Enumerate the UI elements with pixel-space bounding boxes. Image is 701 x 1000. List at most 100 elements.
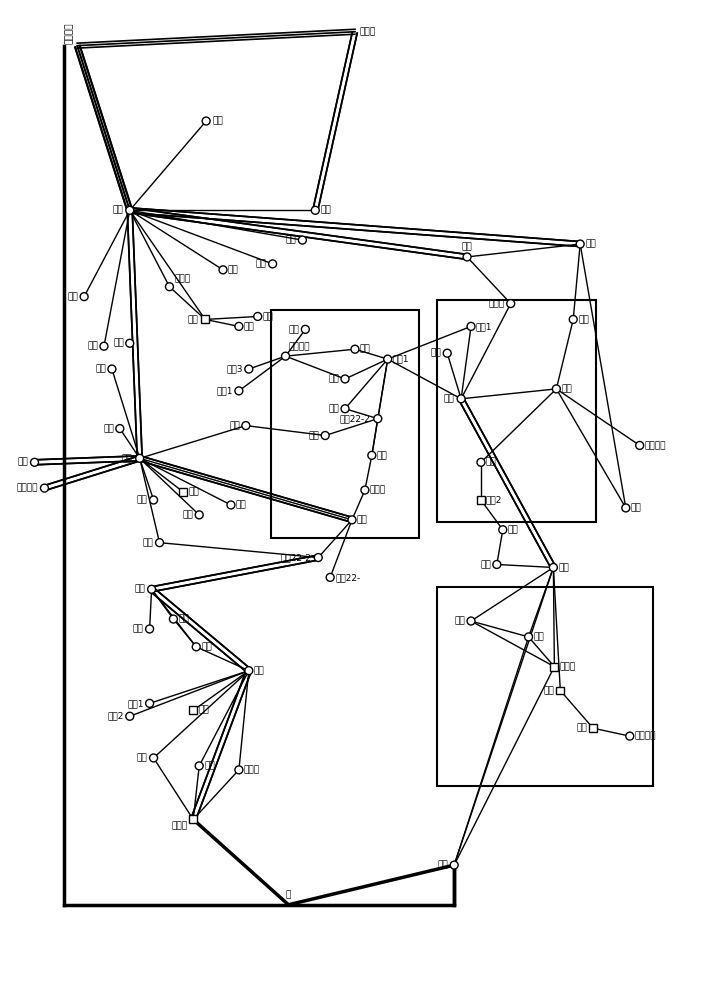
- Text: 郑州22-2: 郑州22-2: [340, 414, 371, 423]
- Text: 益庄: 益庄: [377, 451, 388, 460]
- Bar: [271, 310, 419, 538]
- Circle shape: [165, 283, 173, 291]
- Text: 远旅客: 远旅客: [370, 486, 386, 495]
- Text: 慈云: 慈云: [254, 666, 264, 675]
- Circle shape: [493, 561, 501, 568]
- Text: 泰祥: 泰祥: [189, 488, 199, 497]
- Text: 姜寨: 姜寨: [95, 365, 106, 374]
- Circle shape: [341, 375, 349, 383]
- Text: 殊阳电厂: 殊阳电厂: [17, 484, 39, 493]
- Circle shape: [368, 451, 376, 459]
- Text: 谢庄: 谢庄: [320, 206, 331, 215]
- Circle shape: [235, 766, 243, 774]
- Text: 马沟: 马沟: [256, 259, 266, 268]
- Text: 郑东牵: 郑东牵: [175, 275, 191, 284]
- Bar: [550, 663, 558, 671]
- Bar: [201, 315, 209, 323]
- Circle shape: [149, 754, 158, 762]
- Text: 平: 平: [286, 891, 291, 900]
- Text: 大鹏: 大鹏: [178, 615, 189, 624]
- Circle shape: [383, 355, 392, 363]
- Text: 人民1: 人民1: [217, 386, 233, 395]
- Bar: [557, 687, 564, 694]
- Circle shape: [146, 625, 154, 633]
- Text: 商鼎: 商鼎: [212, 117, 223, 126]
- Circle shape: [219, 266, 227, 274]
- Text: 嵩山22-2: 嵩山22-2: [280, 553, 311, 562]
- Circle shape: [202, 117, 210, 125]
- Text: 郑州1: 郑州1: [393, 355, 409, 364]
- Circle shape: [361, 486, 369, 494]
- Text: 新郑牵: 新郑牵: [489, 299, 505, 308]
- Text: 鹅湾: 鹅湾: [480, 560, 491, 569]
- Circle shape: [235, 387, 243, 395]
- Text: 密北: 密北: [454, 617, 465, 626]
- Text: 大桥: 大桥: [229, 421, 240, 430]
- Text: 驼河: 驼河: [328, 404, 339, 413]
- Text: 宣渡: 宣渡: [112, 206, 123, 215]
- Bar: [477, 496, 485, 504]
- Text: 居夏: 居夏: [508, 525, 519, 534]
- Text: 索河: 索河: [143, 538, 154, 547]
- Text: 融城: 融城: [187, 315, 198, 324]
- Text: 常庄: 常庄: [137, 753, 148, 762]
- Text: 登封南: 登封南: [559, 662, 576, 671]
- Circle shape: [268, 260, 277, 268]
- Circle shape: [321, 432, 329, 439]
- Circle shape: [443, 349, 451, 357]
- Text: 密东: 密东: [430, 349, 441, 358]
- Circle shape: [125, 712, 134, 720]
- Circle shape: [467, 322, 475, 330]
- Circle shape: [552, 385, 560, 393]
- Text: 启迪自备: 启迪自备: [634, 732, 656, 741]
- Circle shape: [148, 585, 156, 593]
- Circle shape: [314, 554, 322, 562]
- Text: 密东1: 密东1: [476, 322, 493, 331]
- Circle shape: [576, 240, 584, 248]
- Text: 未央: 未央: [263, 312, 273, 321]
- Circle shape: [636, 441, 644, 449]
- Text: 嘉和: 嘉和: [437, 861, 448, 870]
- Bar: [189, 706, 197, 714]
- Circle shape: [242, 422, 250, 430]
- Circle shape: [477, 458, 485, 466]
- Circle shape: [626, 732, 634, 740]
- Text: 哈密直流: 哈密直流: [65, 22, 74, 44]
- Text: 石佛: 石佛: [103, 424, 114, 433]
- Circle shape: [245, 365, 253, 373]
- Text: 嵩山: 嵩山: [357, 515, 368, 524]
- Circle shape: [374, 415, 382, 423]
- Circle shape: [80, 293, 88, 301]
- Circle shape: [311, 206, 319, 214]
- Circle shape: [301, 325, 309, 333]
- Text: 嵩嘉: 嵩嘉: [18, 458, 29, 467]
- Circle shape: [108, 365, 116, 373]
- Circle shape: [125, 206, 134, 214]
- Bar: [437, 300, 596, 522]
- Circle shape: [569, 315, 577, 323]
- Circle shape: [622, 504, 629, 512]
- Circle shape: [192, 643, 200, 651]
- Text: 翱翔: 翱翔: [462, 242, 472, 251]
- Text: 凤凰: 凤凰: [289, 325, 299, 334]
- Circle shape: [125, 339, 134, 347]
- Text: 峡窑: 峡窑: [201, 642, 212, 651]
- Bar: [437, 587, 653, 786]
- Text: 人民广场: 人民广场: [289, 342, 310, 351]
- Circle shape: [245, 667, 253, 675]
- Text: 人民3: 人民3: [226, 365, 243, 374]
- Circle shape: [550, 563, 557, 571]
- Text: 宣化: 宣化: [533, 632, 544, 641]
- Text: 陈庄: 陈庄: [578, 315, 589, 324]
- Bar: [179, 488, 187, 496]
- Bar: [589, 724, 597, 732]
- Circle shape: [499, 526, 507, 534]
- Circle shape: [463, 253, 471, 261]
- Bar: [189, 815, 197, 823]
- Text: 启迪: 启迪: [576, 724, 587, 733]
- Text: 连云: 连云: [585, 240, 596, 249]
- Circle shape: [326, 573, 334, 581]
- Circle shape: [457, 395, 465, 403]
- Text: 柳林: 柳林: [87, 342, 98, 351]
- Circle shape: [227, 501, 235, 509]
